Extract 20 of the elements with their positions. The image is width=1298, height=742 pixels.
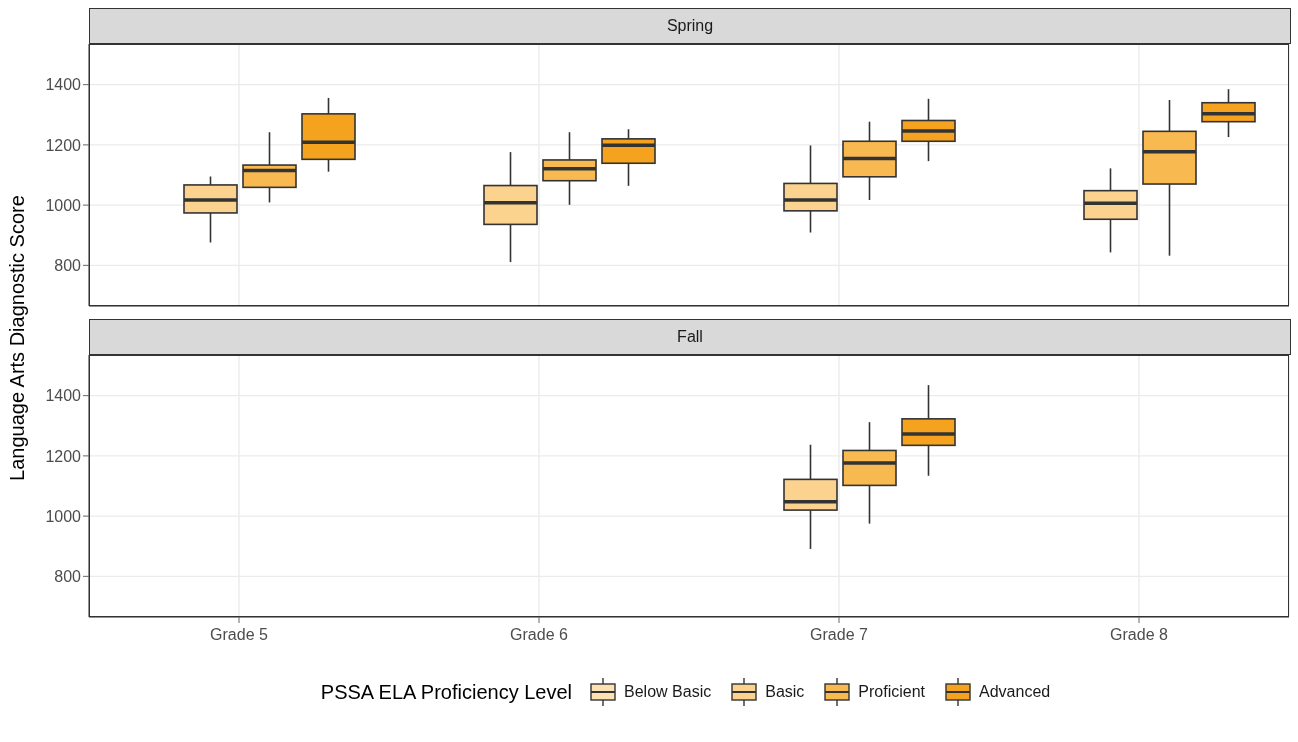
y-tick-label: 1000 [45,196,82,214]
x-tick-label: Grade 6 [510,626,569,644]
y-tick-label: 1200 [45,136,82,154]
legend-title: PSSA ELA Proficiency Level [320,680,573,704]
x-tick-label: Grade 5 [210,626,269,644]
y-tick-label: 1400 [45,387,82,405]
y-tick-label: 1200 [45,447,82,465]
y-tick-label: 800 [54,568,82,586]
chart-title: Spring [666,17,714,35]
y-tick-label: 1000 [45,507,82,525]
legend-label: Basic [765,683,805,701]
y-tick-label: 800 [54,257,82,275]
y-axis-title: Language Arts Diagnostic Score [6,194,29,483]
chart-title: Fall [677,328,703,346]
x-tick-label: Grade 8 [1110,626,1169,644]
x-tick-label: Grade 7 [810,626,869,644]
legend-label: Below Basic [624,683,712,701]
legend-label: Advanced [979,683,1051,701]
legend-label: Proficient [858,683,926,701]
y-tick-label: 1400 [45,76,82,94]
